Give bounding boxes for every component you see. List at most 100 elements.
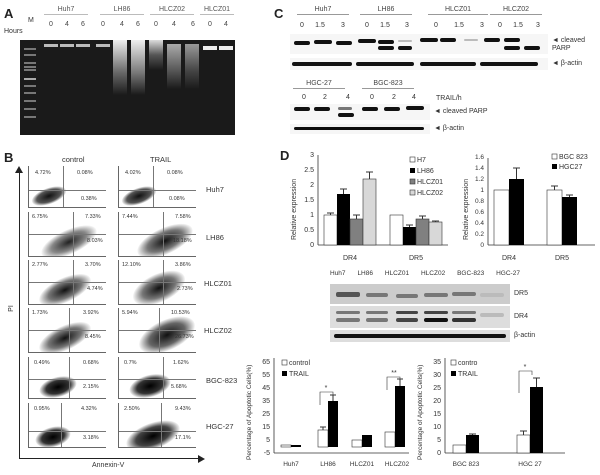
facs-plot-hlcz02-trail: 5.94% 10.53% 26.73% xyxy=(118,308,196,353)
wb-strip-parp xyxy=(290,34,548,54)
gel-group-huh7: Huh7 xyxy=(44,6,88,15)
svg-text:contro: contro xyxy=(458,360,478,367)
svg-text:3: 3 xyxy=(310,152,314,159)
col-label-control: control xyxy=(62,155,85,164)
gel-group-hlcz02: HLCZ02 xyxy=(150,6,194,15)
annexin-axis-arrow-icon xyxy=(198,455,205,463)
wb-time: 0 xyxy=(302,94,306,101)
svg-text:Relative expression: Relative expression xyxy=(291,179,298,240)
wb-time: 0 xyxy=(300,22,304,29)
wb-time: 1.5 xyxy=(380,22,390,29)
svg-text:55: 55 xyxy=(262,372,270,379)
arrow-left-icon: ◄ xyxy=(552,37,561,44)
hours-label: Hours xyxy=(4,28,23,35)
svg-text:1.4: 1.4 xyxy=(475,165,484,172)
svg-text:*: * xyxy=(524,364,527,371)
pi-axis-arrow-icon xyxy=(15,166,23,173)
wb-group-hlcz01: HLCZ01 xyxy=(428,6,488,15)
svg-text:0: 0 xyxy=(437,450,441,457)
d-blot-actin xyxy=(330,330,510,342)
svg-text:0.8: 0.8 xyxy=(475,198,484,205)
treatment-label: TRAIL/h xyxy=(436,95,462,102)
svg-text:2: 2 xyxy=(310,182,314,189)
facs-plot-hlcz02-control: 1.73% 3.92% 8.45% xyxy=(28,308,106,353)
row-label-lh86: LH86 xyxy=(206,233,224,242)
facs-plot-huh7-trail: 4.02% 0.08% 0.08% xyxy=(118,166,196,208)
facs-plot-bgc823-control: 0.49% 0.68% 2.15% xyxy=(28,357,106,399)
wb-time: 1.5 xyxy=(454,22,464,29)
svg-text:Percentage of Apoptotic Cells(: Percentage of Apoptotic Cells(%) xyxy=(417,365,424,460)
wb-strip-actin-bottom xyxy=(290,124,430,134)
svg-text:BGC 823: BGC 823 xyxy=(453,461,480,468)
row-label-huh7: Huh7 xyxy=(206,185,224,194)
gel-hour: 4 xyxy=(172,21,176,28)
chart-relative-expression-hcc: Relative expression 0 0.5 1 1.5 2 2.5 3 … xyxy=(291,152,448,262)
pi-axis xyxy=(19,170,20,458)
wb-label-cleaved-parp-bottom: ◄ cleaved PARP xyxy=(434,108,488,115)
gel-hour: 6 xyxy=(81,21,85,28)
svg-text:15: 15 xyxy=(262,424,270,431)
lane-label: HLCZ01 xyxy=(384,270,410,277)
wb-label-cleaved-parp-top: ◄ cleaved PARP xyxy=(552,37,586,52)
wb-time: 4 xyxy=(412,94,416,101)
svg-text:0: 0 xyxy=(480,242,484,249)
svg-text:HLCZ02: HLCZ02 xyxy=(417,190,443,197)
gel-hour: 6 xyxy=(191,21,195,28)
row-label-hgc27: HGC-27 xyxy=(206,422,234,431)
gel-group-lh86: LH86 xyxy=(100,6,144,15)
svg-text:35: 35 xyxy=(433,359,441,366)
gel-hour: 0 xyxy=(101,21,105,28)
svg-text:45: 45 xyxy=(262,385,270,392)
svg-text:5: 5 xyxy=(437,437,441,444)
gel-hour: 0 xyxy=(154,21,158,28)
svg-text:Percentage of Apoptotic Cells(: Percentage of Apoptotic Cells(%) xyxy=(246,365,253,460)
svg-text:0: 0 xyxy=(310,242,314,249)
wb-strip-actin xyxy=(290,58,548,70)
arrow-left-icon: ◄ xyxy=(552,60,561,67)
chart-relative-expression-gastric: Relative expression 0 0.2 0.4 0.6 0.8 1 … xyxy=(463,153,595,262)
gel-group-hlcz01: HLCZ01 xyxy=(200,6,234,15)
d-blot-dr4 xyxy=(330,306,510,328)
svg-text:TRAIL: TRAIL xyxy=(289,371,309,378)
svg-text:25: 25 xyxy=(262,411,270,418)
svg-text:HLCZ02: HLCZ02 xyxy=(385,461,410,468)
wb-time: 4 xyxy=(346,94,350,101)
svg-text:30: 30 xyxy=(433,372,441,379)
arrow-left-icon: ◄ xyxy=(434,108,443,115)
lane-label: HLCZ02 xyxy=(420,270,446,277)
lane-label: HGC-27 xyxy=(496,270,520,277)
facs-plot-lh86-control: 6.75% 7.33% 8.03% xyxy=(28,212,106,257)
svg-text:1.6: 1.6 xyxy=(475,154,484,161)
lane-label: Huh7 xyxy=(330,270,346,277)
svg-text:20: 20 xyxy=(433,398,441,405)
chart-apoptosis-hcc: Percentage of Apoptotic Cells(%) -5 5 15… xyxy=(246,358,410,468)
panel-d-label: D xyxy=(280,148,290,163)
panel-c-label: C xyxy=(274,6,284,21)
svg-text:Relative expression: Relative expression xyxy=(463,179,470,240)
lane-label: BGC-823 xyxy=(457,270,485,277)
facs-plot-lh86-trail: 7.44% 7.58% 18.18% xyxy=(118,212,196,257)
svg-text:TRAIL: TRAIL xyxy=(458,371,478,378)
svg-text:DR4: DR4 xyxy=(502,255,516,262)
wb-time: 3 xyxy=(480,22,484,29)
svg-text:**: ** xyxy=(391,370,397,377)
svg-text:1.5: 1.5 xyxy=(304,197,314,204)
wb-time: 0 xyxy=(498,22,502,29)
facs-plot-hlcz01-trail: 12.10% 3.86% 2.73% xyxy=(118,260,196,305)
gel-hour: 4 xyxy=(65,21,69,28)
svg-text:1: 1 xyxy=(480,187,484,194)
gel-hour: 0 xyxy=(208,21,212,28)
svg-text:25: 25 xyxy=(433,385,441,392)
row-label-bgc823: BGC-823 xyxy=(206,376,238,385)
wb-time: 1.5 xyxy=(315,22,325,29)
svg-text:LH86: LH86 xyxy=(320,461,336,468)
gel-hour: 4 xyxy=(224,21,228,28)
wb-time: 3 xyxy=(536,22,540,29)
svg-text:0.5: 0.5 xyxy=(304,227,314,234)
wb-group-hlcz02: HLCZ02 xyxy=(490,6,542,15)
svg-text:HLCZ01: HLCZ01 xyxy=(350,461,375,468)
panel-a-label: A xyxy=(4,6,14,21)
svg-text:BGC 823: BGC 823 xyxy=(559,154,588,161)
wb-group-hgc27: HGC-27 xyxy=(293,80,345,89)
facs-plot-huh7-control: 4.72% 0.08% 0.38% xyxy=(28,166,106,208)
